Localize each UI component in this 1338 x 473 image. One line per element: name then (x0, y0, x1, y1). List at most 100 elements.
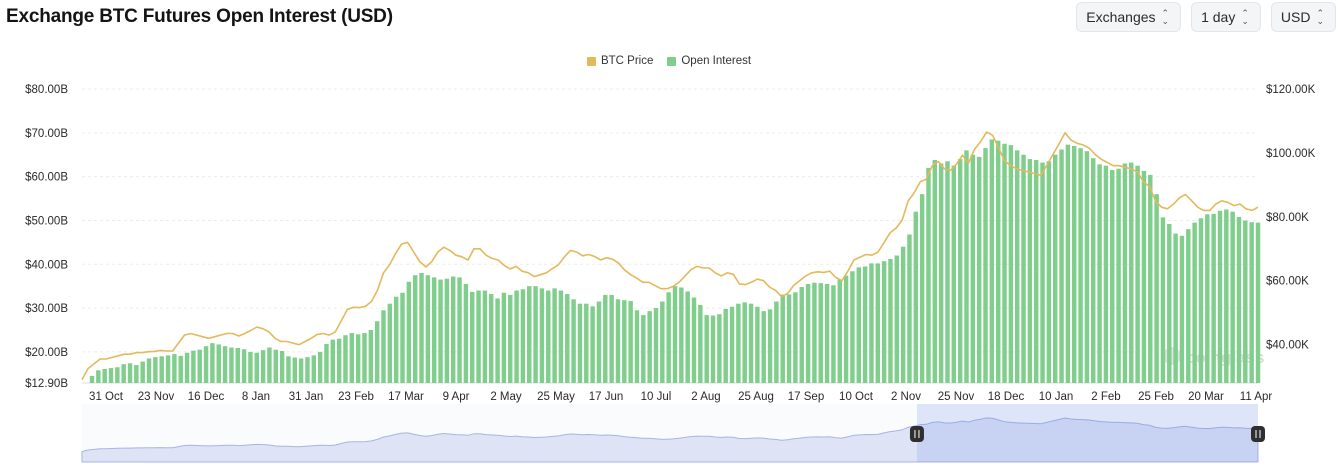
open-interest-bar (989, 139, 995, 383)
x-axis-tick-label: 17 Mar (388, 391, 424, 403)
legend-label-open-interest: Open Interest (681, 55, 752, 67)
open-interest-bar (1173, 233, 1178, 383)
open-interest-bar (603, 294, 608, 383)
navigator-handle-right[interactable] (1251, 426, 1265, 442)
open-interest-bar (330, 339, 336, 383)
open-interest-bar (210, 343, 215, 383)
open-interest-bar (900, 246, 906, 383)
open-interest-bar (843, 275, 849, 383)
open-interest-bar (102, 368, 107, 383)
open-interest-bar (146, 358, 152, 383)
open-interest-bar (1179, 235, 1185, 383)
x-axis-tick-label: 23 Feb (338, 391, 374, 403)
open-interest-bar (723, 308, 728, 383)
open-interest-bar (1033, 159, 1039, 383)
open-interest-bar (1097, 164, 1102, 383)
open-interest-bar (1243, 220, 1248, 383)
open-interest-bar (495, 298, 500, 383)
exchanges-select[interactable]: Exchanges ⌃ ⌄ (1076, 2, 1182, 32)
left-axis-tick-label: $80.00B (25, 84, 68, 96)
open-interest-bar (222, 346, 228, 383)
open-interest-bar (400, 292, 405, 383)
open-interest-bar (311, 355, 317, 383)
legend-swatch-open-interest (667, 56, 677, 66)
open-interest-bar (1186, 229, 1191, 383)
open-interest-bar (634, 310, 640, 383)
open-interest-bar (1027, 159, 1033, 383)
open-interest-bar (349, 333, 355, 383)
x-axis-tick-label: 2 Nov (891, 391, 921, 403)
open-interest-bar (698, 305, 703, 383)
right-axis-tick-label: $100.00K (1266, 148, 1316, 160)
open-interest-bar (1167, 223, 1172, 383)
open-interest-bar (508, 294, 513, 383)
x-axis-tick-label: 25 May (537, 391, 575, 403)
open-interest-bar (482, 290, 488, 383)
open-interest-bar (1217, 210, 1223, 383)
x-axis-tick-label: 25 Aug (738, 391, 774, 403)
open-interest-bar (1148, 174, 1153, 383)
open-interest-bar (514, 290, 519, 383)
open-interest-bar (1141, 170, 1147, 383)
navigator-selection[interactable] (916, 404, 1258, 462)
open-interest-bar (995, 140, 1001, 383)
open-interest-bar (1255, 222, 1261, 383)
x-axis-tick-label: 2 Feb (1091, 391, 1120, 403)
open-interest-bar (641, 315, 646, 383)
open-interest-bar (184, 352, 190, 383)
legend-item-btc-price[interactable]: BTC Price (586, 55, 653, 67)
open-interest-bar (1084, 151, 1090, 383)
open-interest-bar (172, 354, 177, 383)
open-interest-bar (1236, 216, 1242, 383)
x-axis-tick-label: 10 Oct (839, 391, 874, 403)
open-interest-bar (450, 276, 456, 383)
navigator-handle-left[interactable] (909, 426, 924, 442)
open-interest-bar (1052, 154, 1058, 383)
interval-select[interactable]: 1 day ⌃ ⌄ (1191, 2, 1261, 32)
chart-legend: BTC Price Open Interest (0, 55, 1338, 67)
open-interest-bar (159, 356, 164, 383)
right-axis-tick-label: $120.00K (1266, 84, 1316, 96)
open-interest-bar (926, 167, 931, 383)
open-interest-bar (165, 355, 171, 383)
open-interest-bar (780, 294, 785, 383)
open-interest-bar (837, 279, 842, 383)
open-interest-bar (1091, 158, 1096, 383)
open-interest-bar (615, 299, 621, 383)
open-interest-bar (501, 292, 507, 383)
open-interest-bar (1065, 144, 1071, 383)
open-interest-bar (831, 285, 836, 383)
open-interest-bar (691, 297, 697, 383)
open-interest-bar (584, 303, 589, 383)
open-interest-bar (938, 163, 944, 383)
open-interest-bar (710, 315, 716, 383)
left-axis-tick-label: $50.00B (25, 215, 68, 227)
open-interest-bar (317, 351, 323, 383)
open-interest-bar (533, 286, 538, 383)
open-interest-bar (216, 344, 221, 383)
left-axis-tick-label: $70.00B (25, 128, 68, 140)
currency-select[interactable]: USD ⌃ ⌄ (1270, 2, 1336, 32)
open-interest-bar (1122, 163, 1128, 383)
open-interest-bar (666, 292, 671, 383)
open-interest-bar (235, 347, 240, 383)
open-interest-bar (850, 271, 855, 383)
open-interest-bar (818, 283, 823, 383)
open-interest-bar (273, 349, 278, 383)
open-interest-bar (919, 194, 925, 383)
legend-item-open-interest[interactable]: Open Interest (667, 55, 751, 67)
x-axis-tick-label: 25 Feb (1138, 391, 1174, 403)
open-interest-bar (907, 234, 912, 383)
open-interest-bar (552, 288, 557, 383)
open-interest-bar (622, 300, 627, 383)
open-interest-bar (590, 306, 595, 383)
open-interest-bar (1198, 218, 1204, 383)
x-axis-tick-label: 10 Jan (1039, 391, 1074, 403)
open-interest-bar (793, 292, 798, 383)
open-interest-bar (805, 283, 811, 383)
open-interest-bar (647, 311, 652, 383)
open-interest-bar (679, 287, 684, 383)
open-interest-bar (786, 294, 792, 383)
open-interest-bar (241, 349, 247, 383)
